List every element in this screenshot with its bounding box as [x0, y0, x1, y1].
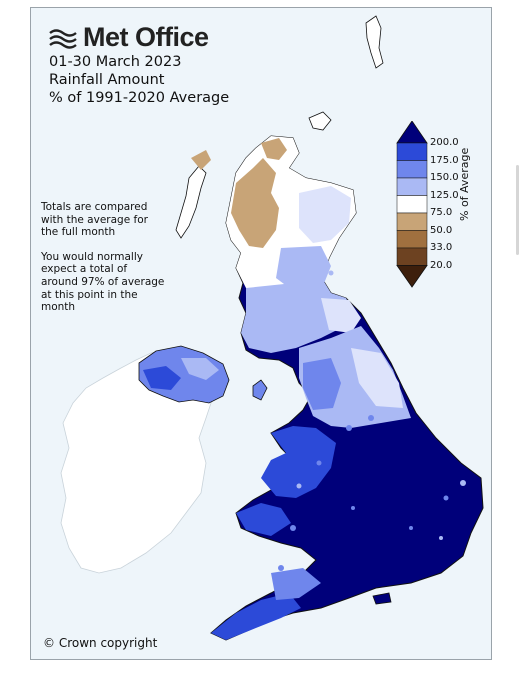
legend-band-33-50 — [396, 230, 428, 249]
legend-band-150-175 — [396, 160, 428, 179]
north-england-pale — [351, 348, 403, 408]
legend-tick-50: 50.0 — [430, 224, 453, 236]
legend-top-arrow — [396, 121, 428, 144]
legend-tick-75: 75.0 — [430, 207, 453, 218]
legend-bottom-arrow — [396, 265, 428, 288]
outer-hebrides — [175, 165, 207, 239]
rainfall-speckles — [278, 404, 449, 571]
legend-tick-200: 200.0 — [430, 137, 459, 148]
wales-midlands-wet — [261, 426, 336, 498]
rainfall-speckles-light — [296, 270, 466, 540]
wave-lines-icon — [49, 28, 77, 49]
legend-band-75-125 — [396, 195, 428, 214]
legend-tick-150: 150.0 — [430, 172, 459, 183]
wales-southwest-wet — [236, 503, 291, 536]
brand-name: Met Office — [83, 22, 209, 52]
legend-tick-33: 33.0 — [430, 242, 453, 253]
legend-band-50-75 — [396, 212, 428, 231]
legend-band-175-200 — [396, 142, 428, 161]
northern-ireland-wet-patch — [143, 366, 181, 390]
explanatory-notes: Totals are compared with the average for… — [41, 201, 166, 326]
title-variable: Rainfall Amount — [49, 72, 165, 88]
legend-tick-20: 20.0 — [430, 259, 453, 271]
southwest-peninsula-wet — [211, 593, 301, 640]
legend-title: % of Average — [458, 147, 471, 221]
device-button — [516, 165, 519, 255]
map-panel: Met Office 01-30 March 2023 Rainfall Amo… — [30, 7, 492, 660]
north-england-wet — [303, 358, 341, 410]
color-legend: 200.0 175.0 150.0 125.0 75.0 50.0 33.0 2… — [395, 121, 485, 301]
highlands-dry-region — [231, 158, 279, 248]
map-header: Met Office 01-30 March 2023 Rainfall Amo… — [49, 22, 229, 107]
title-date-range: 01-30 March 2023 — [49, 54, 182, 70]
scotland-southwest-blue — [241, 280, 353, 353]
note-comparison: Totals are compared with the average for… — [41, 201, 148, 239]
lewis-dry-patch — [191, 150, 211, 170]
title-baseline: % of 1991-2020 Average — [49, 90, 230, 106]
legend-tick-125: 125.0 — [430, 189, 459, 201]
isle-of-wight — [372, 592, 392, 605]
legend-tick-175: 175.0 — [430, 154, 459, 166]
uk-rainfall-map — [60, 15, 484, 641]
device-edge — [515, 0, 521, 680]
highlands-dry-north — [261, 138, 287, 160]
northern-ireland-light-patch — [181, 358, 219, 380]
brand-logo: Met Office — [49, 22, 229, 53]
legend-band-20-33 — [396, 247, 428, 266]
note-expected-total: You would normally expect a total of aro… — [41, 250, 165, 314]
orkney-islands — [308, 111, 332, 131]
scotland-east-pale — [299, 186, 351, 243]
copyright-notice: © Crown copyright — [43, 636, 158, 650]
scotland-borders-pale — [321, 298, 361, 333]
legend-band-125-150 — [396, 177, 428, 196]
southwest-blue-band — [271, 568, 321, 600]
legend-colorbar — [396, 121, 428, 288]
isle-of-man — [252, 379, 268, 401]
shetland-islands — [365, 15, 384, 69]
